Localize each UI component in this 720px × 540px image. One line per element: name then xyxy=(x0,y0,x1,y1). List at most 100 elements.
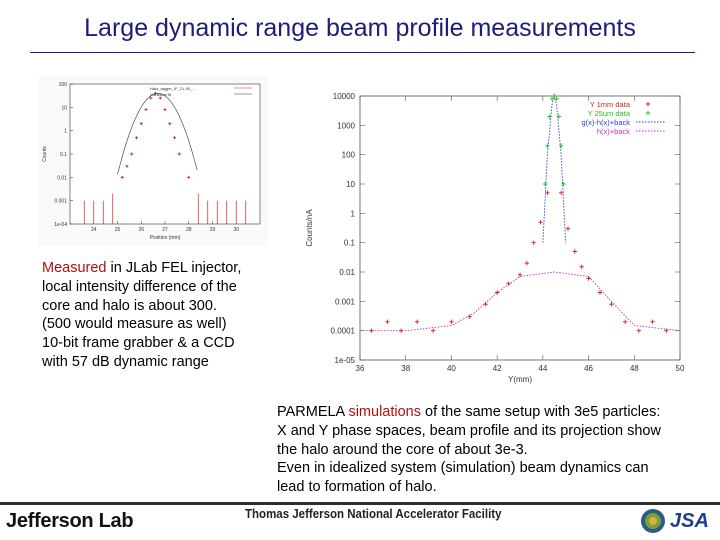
title-divider xyxy=(30,52,695,53)
data-point-1mm xyxy=(506,281,511,286)
y-tick-label: 0.01 xyxy=(57,175,67,181)
data-point-1mm xyxy=(385,319,390,325)
y-tick-label: 1e-04 xyxy=(54,222,67,228)
simulation-profile-chart: 10000 1000 100 10 1 0.1 0.01 0.001 0.0001 1e-0536… xyxy=(305,92,685,384)
data-point xyxy=(149,96,153,100)
data-point-1mm xyxy=(636,328,642,333)
simulation-description: PARMELA simulations of the same setup wi… xyxy=(277,403,707,497)
data-point xyxy=(187,175,191,179)
data-point-1mm xyxy=(572,249,578,254)
page-title: Large dynamic range beam profile measure… xyxy=(84,14,636,42)
data-point xyxy=(120,175,124,179)
legend-entry: h(x)+back xyxy=(597,127,630,136)
y-tick-label: 0.1 xyxy=(344,239,356,248)
x-tick-label: 24 xyxy=(91,227,97,233)
y-tick-label: 0.0001 xyxy=(331,327,356,336)
data-point-1mm xyxy=(597,290,603,295)
data-point xyxy=(125,164,129,168)
data-point-1mm xyxy=(545,190,550,196)
jefferson-lab-logo: Jefferson Lab xyxy=(6,510,134,532)
simulations-highlight: simulations xyxy=(348,404,421,420)
data-point-1mm xyxy=(467,314,472,319)
data-point xyxy=(144,108,148,112)
y-axis-label: Counts xyxy=(42,146,48,162)
data-point-1mm xyxy=(494,290,500,295)
desc-line: X and Y phase spaces, beam profile and i… xyxy=(277,422,661,439)
measured-highlight: Measured xyxy=(42,260,107,276)
data-point-1mm xyxy=(524,260,530,266)
data-point-1mm xyxy=(558,190,564,196)
simulation-chart-plot: 10000 1000 100 10 1 0.1 0.01 0.001 0.0001 1e-0536… xyxy=(305,92,685,384)
data-point-1mm xyxy=(398,328,404,333)
legend-entry: Halo_tagger_IF_21-09_... xyxy=(150,86,196,91)
gaussian-fit-line xyxy=(117,92,198,175)
y-axis-label: Counts/nA xyxy=(305,209,314,247)
y-tick-label: 0.001 xyxy=(335,297,356,306)
desc-line: of the same setup with 3e5 particles: xyxy=(420,404,661,420)
desc-line: core and halo is about 300. xyxy=(42,297,217,314)
data-point-1mm xyxy=(650,319,655,325)
data-point-1mm xyxy=(414,319,420,325)
x-tick-label: 50 xyxy=(676,364,685,373)
desc-line: the halo around the core of about 3e-3. xyxy=(277,441,528,458)
y-tick-label: 10 xyxy=(346,180,355,189)
y-tick-label: 1000 xyxy=(337,121,355,130)
y-tick-label: 1e-05 xyxy=(335,356,356,365)
data-point-1mm xyxy=(517,272,523,278)
jsa-logo: JSA xyxy=(670,510,709,532)
data-point-25um xyxy=(554,96,559,102)
x-tick-label: 26 xyxy=(138,227,144,233)
data-point-25um xyxy=(556,114,562,119)
data-point-1mm xyxy=(586,276,591,281)
y-tick-label: 0.01 xyxy=(339,268,355,277)
measurement-description: Measured in JLab FEL injector, local int… xyxy=(42,259,292,372)
data-point-1mm xyxy=(565,226,571,231)
data-point xyxy=(177,152,181,156)
data-point-25um xyxy=(542,181,548,187)
desc-line: (500 would measure as well) xyxy=(42,316,227,333)
data-point-25um xyxy=(549,96,555,102)
x-tick-label: 42 xyxy=(493,364,502,373)
plot-frame xyxy=(359,95,681,361)
x-tick-label: 46 xyxy=(584,364,593,373)
halo-fit-line xyxy=(360,271,681,332)
legend-swatch xyxy=(645,110,651,116)
facility-name: Thomas Jefferson National Accelerator Fa… xyxy=(245,507,502,521)
x-tick-label: 25 xyxy=(115,227,121,233)
x-tick-label: 30 xyxy=(233,227,239,233)
data-point-1mm xyxy=(531,240,536,245)
data-point-1mm xyxy=(430,328,436,333)
data-point-1mm xyxy=(622,319,628,325)
x-tick-label: 27 xyxy=(162,227,168,233)
desc-line: lead to formation of halo. xyxy=(277,479,437,496)
y-tick-label: 10 xyxy=(61,105,67,111)
desc-line: 10-bit frame grabber & a CCD xyxy=(42,335,235,352)
legend-entry: g(x)-h(x)+back xyxy=(581,118,630,127)
desc-line: local intensity difference of the xyxy=(42,278,237,295)
desc-line: with 57 dB dynamic range xyxy=(42,353,209,370)
data-point xyxy=(168,122,172,126)
x-tick-label: 29 xyxy=(210,227,216,233)
x-axis-label: Position (mm) xyxy=(150,235,181,241)
data-point-1mm xyxy=(609,301,614,307)
footer-divider xyxy=(0,502,720,505)
data-point-25um xyxy=(561,181,566,187)
y-tick-label: 0.1 xyxy=(60,152,67,158)
desc-line: in JLab FEL injector, xyxy=(106,260,242,276)
y-tick-label: 1 xyxy=(64,129,67,135)
x-tick-label: 44 xyxy=(538,364,547,373)
y-tick-label: 10000 xyxy=(333,92,356,101)
data-point-1mm xyxy=(579,264,584,270)
x-tick-label: 28 xyxy=(186,227,192,233)
data-point-25um xyxy=(552,93,557,99)
data-point xyxy=(135,136,138,140)
legend-entry: Y 25um data xyxy=(588,109,631,118)
y-tick-label: 1 xyxy=(351,209,356,218)
data-point xyxy=(130,152,134,156)
x-tick-label: 48 xyxy=(630,364,639,373)
data-point-1mm xyxy=(369,328,374,333)
data-point xyxy=(163,108,167,112)
y-tick-label: 100 xyxy=(342,151,356,160)
legend-entry: Y 1mm data xyxy=(590,100,631,109)
measured-profile-chart: 100 10 1 0.1 0.01 0.001 1e-04 24 25 26 27 28 29 30 Pos… xyxy=(38,76,268,246)
